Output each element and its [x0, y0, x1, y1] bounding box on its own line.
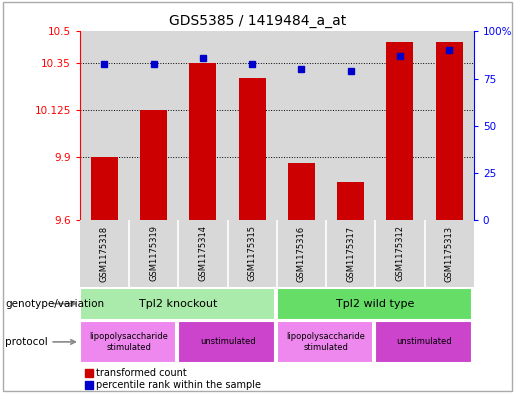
Bar	[277, 288, 472, 320]
Bar	[80, 321, 176, 363]
Bar	[91, 157, 118, 220]
Text: GDS5385 / 1419484_a_at: GDS5385 / 1419484_a_at	[169, 14, 346, 28]
Text: GSM1175315: GSM1175315	[248, 226, 256, 281]
Bar	[190, 63, 216, 220]
Text: GSM1175319: GSM1175319	[149, 226, 158, 281]
Bar	[178, 321, 275, 363]
Text: Tpl2 knockout: Tpl2 knockout	[139, 299, 217, 309]
Text: GSM1175318: GSM1175318	[100, 226, 109, 281]
Text: lipopolysaccharide
stimulated: lipopolysaccharide stimulated	[287, 332, 366, 352]
Text: Tpl2 wild type: Tpl2 wild type	[336, 299, 415, 309]
Text: GSM1175317: GSM1175317	[346, 226, 355, 281]
Bar	[238, 77, 266, 220]
Text: unstimulated: unstimulated	[200, 338, 255, 346]
Text: lipopolysaccharide
stimulated: lipopolysaccharide stimulated	[90, 332, 168, 352]
Text: GSM1175314: GSM1175314	[198, 226, 208, 281]
Text: genotype/variation: genotype/variation	[5, 299, 104, 309]
Text: protocol: protocol	[5, 337, 48, 347]
Bar	[337, 182, 364, 220]
Text: unstimulated: unstimulated	[397, 338, 452, 346]
Text: GSM1175313: GSM1175313	[444, 226, 454, 281]
Legend: transformed count, percentile rank within the sample: transformed count, percentile rank withi…	[84, 368, 261, 390]
Bar	[277, 321, 373, 363]
Text: GSM1175316: GSM1175316	[297, 226, 306, 281]
Text: GSM1175312: GSM1175312	[396, 226, 404, 281]
Bar	[375, 321, 472, 363]
Bar	[80, 288, 275, 320]
Bar	[436, 42, 462, 220]
Bar	[386, 42, 414, 220]
Bar	[140, 110, 167, 220]
Bar	[288, 163, 315, 220]
